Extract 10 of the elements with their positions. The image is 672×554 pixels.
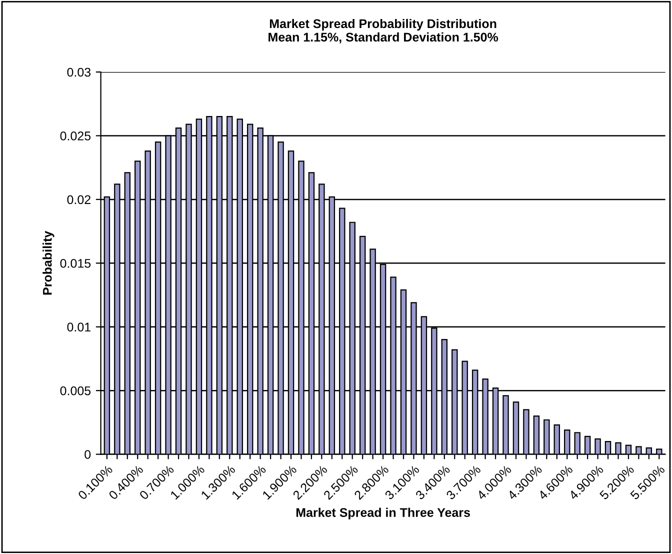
y-tick-label: 0.01 (67, 322, 90, 332)
y-tick-label: 0.005 (60, 386, 91, 396)
y-tick-label: 0.015 (60, 258, 91, 268)
y-tick-label: 0.025 (60, 132, 91, 140)
x-axis-title: Market Spread in Three Years (296, 508, 470, 520)
y-tick-label: 0.03 (67, 68, 91, 77)
y-tick-label: 0.02 (67, 195, 90, 204)
y-tick-label: 0 (84, 450, 91, 459)
chart-title: Market Spread Probability Distribution Mean 1.15%, Standard Deviation 1.50% (268, 18, 498, 44)
y-axis-title: Probability (42, 230, 54, 295)
